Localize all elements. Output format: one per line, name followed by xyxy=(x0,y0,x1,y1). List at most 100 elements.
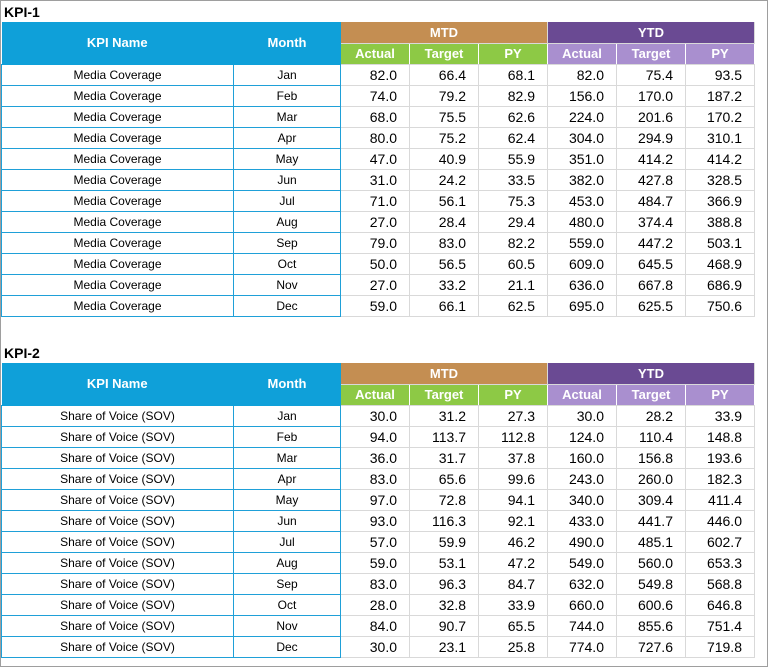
ytd-target-cell: 414.2 xyxy=(616,148,686,170)
kpi-name-cell: Media Coverage xyxy=(1,169,234,191)
ytd-py-header: PY xyxy=(685,384,755,406)
ytd-target-cell: 427.8 xyxy=(616,169,686,191)
mtd-target-header: Target xyxy=(409,384,479,406)
table-row: Media Coverage Feb 74.0 79.2 82.9 156.0 170.0 1… xyxy=(1,85,755,107)
ytd-actual-cell: 695.0 xyxy=(547,295,617,317)
ytd-target-header: Target xyxy=(616,43,686,65)
mtd-actual-cell: 27.0 xyxy=(340,211,410,233)
ytd-py-cell: 602.7 xyxy=(685,531,755,553)
month-header: Month xyxy=(233,22,341,65)
ytd-target-cell: 441.7 xyxy=(616,510,686,532)
mtd-target-cell: 31.7 xyxy=(409,447,479,469)
mtd-target-cell: 33.2 xyxy=(409,274,479,296)
table-row: Share of Voice (SOV) Oct 28.0 32.8 33.9 660.0… xyxy=(1,594,755,616)
mtd-actual-cell: 59.0 xyxy=(340,295,410,317)
ytd-py-cell: 33.9 xyxy=(685,405,755,427)
mtd-py-cell: 62.6 xyxy=(478,106,548,128)
mtd-actual-cell: 28.0 xyxy=(340,594,410,616)
mtd-actual-cell: 59.0 xyxy=(340,552,410,574)
kpi-name-cell: Media Coverage xyxy=(1,127,234,149)
table-row: Share of Voice (SOV) Mar 36.0 31.7 37.8 160.0… xyxy=(1,447,755,469)
mtd-target-cell: 79.2 xyxy=(409,85,479,107)
month-cell: Dec xyxy=(233,636,341,658)
ytd-py-cell: 686.9 xyxy=(685,274,755,296)
month-cell: Nov xyxy=(233,274,341,296)
mtd-actual-cell: 82.0 xyxy=(340,64,410,86)
mtd-py-cell: 37.8 xyxy=(478,447,548,469)
mtd-actual-cell: 50.0 xyxy=(340,253,410,275)
mtd-target-cell: 24.2 xyxy=(409,169,479,191)
mtd-py-cell: 112.8 xyxy=(478,426,548,448)
ytd-target-cell: 645.5 xyxy=(616,253,686,275)
ytd-target-cell: 374.4 xyxy=(616,211,686,233)
ytd-target-cell: 667.8 xyxy=(616,274,686,296)
ytd-actual-cell: 82.0 xyxy=(547,64,617,86)
table-row: Media Coverage Aug 27.0 28.4 29.4 480.0 374.4 3… xyxy=(1,211,755,233)
month-cell: Apr xyxy=(233,468,341,490)
kpi2-table: KPI Name Month MTD YTD Actual Target PY … xyxy=(1,363,755,658)
mtd-py-cell: 46.2 xyxy=(478,531,548,553)
mtd-target-cell: 83.0 xyxy=(409,232,479,254)
mtd-target-cell: 113.7 xyxy=(409,426,479,448)
mtd-target-cell: 40.9 xyxy=(409,148,479,170)
kpi-name-cell: Share of Voice (SOV) xyxy=(1,531,234,553)
mtd-actual-cell: 30.0 xyxy=(340,636,410,658)
ytd-actual-cell: 224.0 xyxy=(547,106,617,128)
mtd-target-cell: 65.6 xyxy=(409,468,479,490)
ytd-actual-cell: 632.0 xyxy=(547,573,617,595)
ytd-target-cell: 855.6 xyxy=(616,615,686,637)
mtd-actual-cell: 74.0 xyxy=(340,85,410,107)
kpi-name-cell: Share of Voice (SOV) xyxy=(1,447,234,469)
mtd-target-cell: 66.4 xyxy=(409,64,479,86)
table-row: Media Coverage Jan 82.0 66.4 68.1 82.0 75.4 93.… xyxy=(1,64,755,86)
ytd-target-cell: 28.2 xyxy=(616,405,686,427)
kpi-name-cell: Share of Voice (SOV) xyxy=(1,594,234,616)
mtd-py-cell: 84.7 xyxy=(478,573,548,595)
table-row: Share of Voice (SOV) Jun 93.0 116.3 92.1 433.… xyxy=(1,510,755,532)
table-row: Share of Voice (SOV) Dec 30.0 23.1 25.8 774.0… xyxy=(1,636,755,658)
ytd-actual-cell: 660.0 xyxy=(547,594,617,616)
ytd-py-cell: 503.1 xyxy=(685,232,755,254)
kpi-name-cell: Share of Voice (SOV) xyxy=(1,468,234,490)
mtd-py-cell: 55.9 xyxy=(478,148,548,170)
month-cell: Aug xyxy=(233,552,341,574)
ytd-py-cell: 411.4 xyxy=(685,489,755,511)
table-row: Share of Voice (SOV) Jul 57.0 59.9 46.2 490.0… xyxy=(1,531,755,553)
section-title-kpi1: KPI-1 xyxy=(4,4,40,20)
kpi-name-cell: Media Coverage xyxy=(1,295,234,317)
mtd-py-cell: 68.1 xyxy=(478,64,548,86)
mtd-py-cell: 62.4 xyxy=(478,127,548,149)
ytd-target-cell: 75.4 xyxy=(616,64,686,86)
ytd-actual-cell: 304.0 xyxy=(547,127,617,149)
ytd-target-cell: 447.2 xyxy=(616,232,686,254)
mtd-target-cell: 116.3 xyxy=(409,510,479,532)
mtd-py-cell: 99.6 xyxy=(478,468,548,490)
ytd-target-cell: 170.0 xyxy=(616,85,686,107)
table-row: Share of Voice (SOV) Jan 30.0 31.2 27.3 30.0 2… xyxy=(1,405,755,427)
ytd-py-cell: 93.5 xyxy=(685,64,755,86)
ytd-py-cell: 414.2 xyxy=(685,148,755,170)
mtd-actual-cell: 79.0 xyxy=(340,232,410,254)
mtd-py-header: PY xyxy=(478,43,548,65)
ytd-actual-cell: 160.0 xyxy=(547,447,617,469)
table-row: Media Coverage Dec 59.0 66.1 62.5 695.0 625.5 7… xyxy=(1,295,755,317)
ytd-actual-cell: 30.0 xyxy=(547,405,617,427)
mtd-actual-cell: 30.0 xyxy=(340,405,410,427)
table-row: Share of Voice (SOV) Nov 84.0 90.7 65.5 744.0… xyxy=(1,615,755,637)
mtd-target-cell: 96.3 xyxy=(409,573,479,595)
mtd-target-cell: 32.8 xyxy=(409,594,479,616)
month-cell: Jan xyxy=(233,405,341,427)
ytd-target-cell: 201.6 xyxy=(616,106,686,128)
table-row: Media Coverage Sep 79.0 83.0 82.2 559.0 447.2 5… xyxy=(1,232,755,254)
mtd-actual-cell: 97.0 xyxy=(340,489,410,511)
ytd-actual-cell: 480.0 xyxy=(547,211,617,233)
mtd-actual-cell: 36.0 xyxy=(340,447,410,469)
ytd-py-cell: 328.5 xyxy=(685,169,755,191)
ytd-actual-cell: 609.0 xyxy=(547,253,617,275)
ytd-py-cell: 751.4 xyxy=(685,615,755,637)
month-cell: Feb xyxy=(233,85,341,107)
section-title-kpi2: KPI-2 xyxy=(4,345,40,361)
mtd-target-cell: 23.1 xyxy=(409,636,479,658)
table-row: Share of Voice (SOV) Sep 83.0 96.3 84.7 632.0… xyxy=(1,573,755,595)
mtd-actual-cell: 83.0 xyxy=(340,573,410,595)
